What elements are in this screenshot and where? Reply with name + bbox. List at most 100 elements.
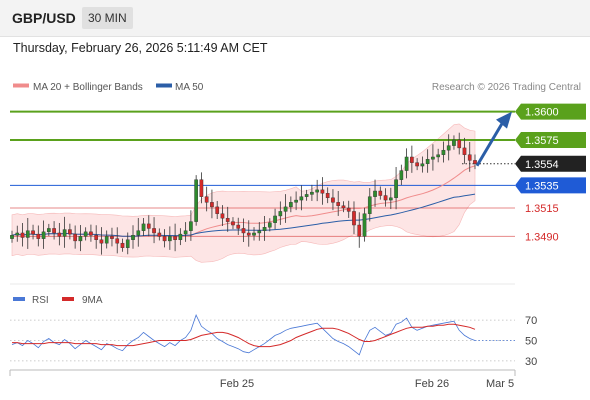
candle (62, 216, 67, 248)
candle (404, 148, 409, 179)
candle (346, 200, 351, 218)
candle (336, 191, 341, 216)
candle (299, 185, 304, 211)
candle (394, 166, 398, 210)
candle (320, 177, 325, 205)
x-tick-mar5: Mar 5 (486, 378, 514, 390)
candle (78, 225, 83, 252)
timeframe-badge[interactable]: 30 MIN (82, 7, 133, 29)
candle (246, 220, 251, 247)
candle (20, 222, 25, 247)
symbol-title: GBP/USD (12, 10, 76, 26)
candle (194, 175, 198, 226)
level-lines (10, 110, 515, 237)
candle (141, 217, 146, 237)
candle (446, 134, 451, 161)
candle (473, 154, 477, 170)
candle (262, 215, 267, 241)
candle (362, 207, 367, 242)
candle (431, 144, 435, 171)
candle (25, 217, 30, 249)
legend-swatch-9ma (62, 297, 74, 301)
candle (452, 135, 456, 150)
x-tick-feb26: Feb 26 (415, 378, 449, 390)
forecast-arrow-shaft (475, 122, 504, 167)
candle (10, 230, 14, 243)
candle (273, 208, 277, 230)
legend-ma20: MA 20 + Bollinger Bands (33, 82, 143, 93)
legend-swatch-rsi (13, 297, 25, 301)
timestamp-text: Thursday, February 26, 2026 5:11:49 AM C… (13, 41, 268, 55)
candle (178, 228, 183, 246)
candle (436, 148, 441, 163)
legend-swatch-ma50 (156, 83, 172, 88)
candle (136, 217, 141, 247)
candle (388, 187, 393, 210)
candle (83, 227, 88, 241)
candle (341, 201, 346, 213)
candle (46, 223, 51, 236)
candle (325, 187, 330, 204)
rsi-line (11, 314, 476, 356)
rsi-panel: 30 50 70 (10, 314, 537, 368)
candle (36, 225, 41, 247)
candle (115, 227, 120, 254)
level-tag-bg (515, 103, 586, 120)
candle (410, 145, 414, 173)
candle (441, 141, 446, 163)
candle (425, 149, 430, 173)
candle (57, 222, 62, 246)
legend-9ma: 9MA (82, 295, 103, 306)
candle (215, 200, 220, 219)
candle (189, 210, 193, 241)
candle (352, 201, 356, 235)
candle (467, 142, 472, 172)
level-label: 1.3554 (525, 159, 559, 171)
candle (52, 221, 56, 240)
candle (315, 179, 319, 202)
candles (10, 132, 477, 255)
candle (331, 189, 335, 211)
candle (125, 232, 130, 255)
candle (378, 186, 383, 200)
candle (367, 188, 372, 222)
candle (420, 156, 425, 173)
candle (283, 194, 288, 223)
level-label: 1.3575 (525, 135, 559, 147)
candle (304, 189, 309, 201)
candle (225, 206, 230, 232)
candle (104, 230, 109, 249)
level-tag-bg (515, 177, 586, 194)
candle (157, 228, 162, 241)
candle (294, 191, 298, 211)
candle (173, 223, 177, 252)
candle (68, 223, 72, 240)
candle (278, 201, 283, 225)
rsi-tick-label: 50 (525, 336, 537, 348)
rsi-tick-label: 30 (525, 356, 537, 368)
candle (231, 217, 235, 230)
candle (462, 137, 467, 164)
candle (15, 225, 20, 242)
forecast-arrow (475, 111, 512, 167)
candle (210, 189, 214, 219)
legend-swatch-ma20 (13, 83, 29, 88)
candle (199, 172, 204, 204)
candle (94, 225, 99, 249)
candle (31, 224, 35, 240)
candle (236, 217, 241, 235)
candle (357, 212, 362, 248)
level-label: 1.3490 (525, 231, 559, 243)
candle (152, 217, 156, 244)
candle (110, 227, 114, 247)
candle (41, 220, 46, 249)
candle (99, 227, 104, 255)
candle (383, 188, 388, 207)
level-tag-bg (515, 131, 586, 148)
candle (162, 229, 167, 248)
candle (241, 218, 246, 242)
candle (399, 164, 404, 185)
candle (204, 186, 209, 212)
level-label: 1.3535 (525, 180, 559, 192)
